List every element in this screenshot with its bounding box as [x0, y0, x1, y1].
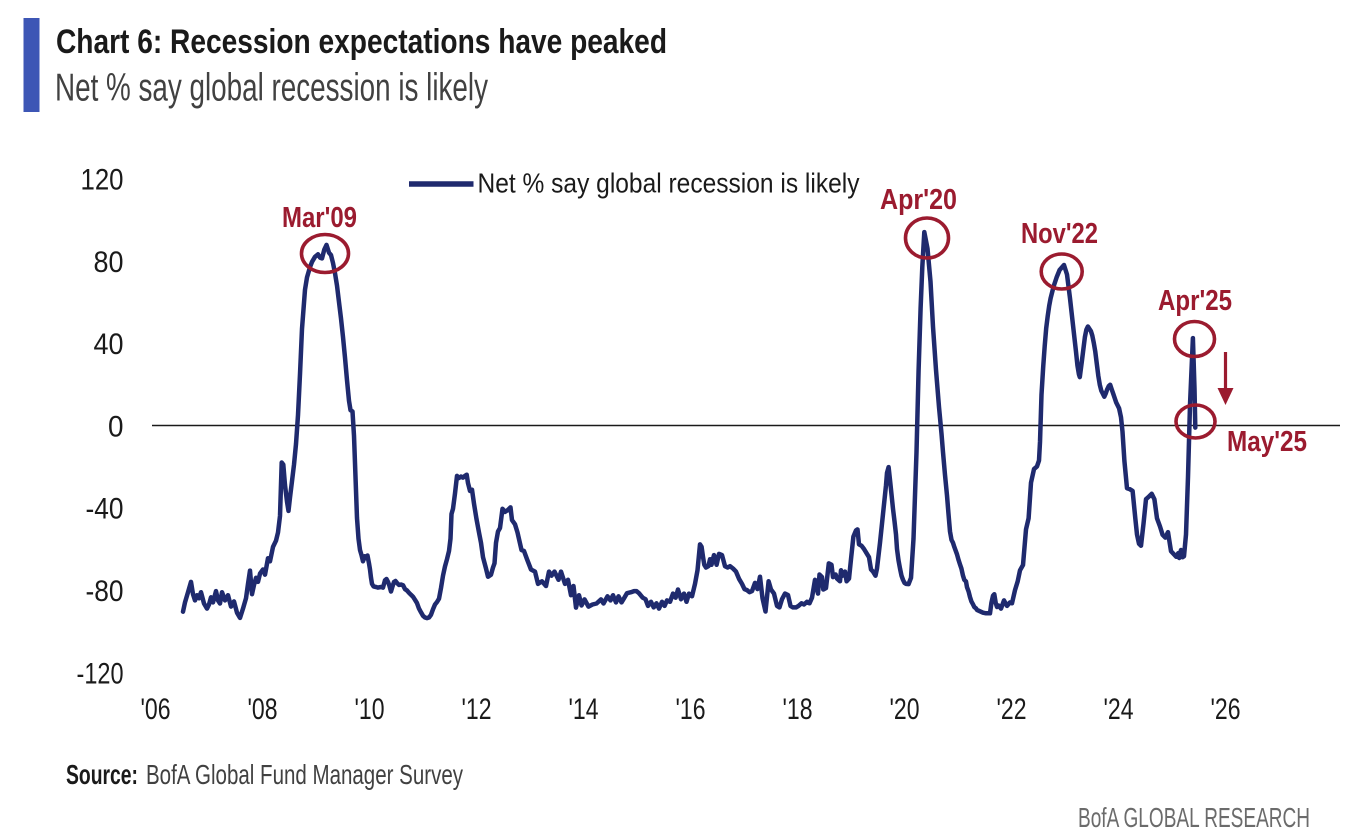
svg-text:-120: -120 [77, 657, 124, 690]
svg-text:Net % say global recession is: Net % say global recession is likely [478, 168, 860, 199]
svg-text:Apr'20: Apr'20 [880, 184, 957, 216]
svg-text:-40: -40 [86, 493, 124, 526]
svg-text:Chart 6: Recession expectation: Chart 6: Recession expectations have pea… [56, 23, 667, 61]
svg-text:'06: '06 [141, 693, 171, 726]
svg-text:'24: '24 [1104, 693, 1134, 726]
svg-text:80: 80 [94, 246, 124, 279]
svg-text:'14: '14 [569, 693, 599, 726]
svg-text:Apr'25: Apr'25 [1158, 285, 1232, 317]
svg-text:Nov'22: Nov'22 [1021, 218, 1098, 250]
svg-text:Mar'09: Mar'09 [282, 202, 357, 234]
svg-text:Net % say global recession is: Net % say global recession is likely [55, 67, 488, 110]
svg-text:'10: '10 [355, 693, 385, 726]
svg-text:'20: '20 [890, 693, 920, 726]
svg-text:'08: '08 [248, 693, 278, 726]
svg-text:-80: -80 [86, 575, 124, 608]
svg-text:120: 120 [81, 164, 124, 197]
svg-text:40: 40 [94, 328, 124, 361]
svg-text:'16: '16 [676, 693, 706, 726]
svg-text:0: 0 [108, 410, 124, 443]
svg-text:BofA GLOBAL RESEARCH: BofA GLOBAL RESEARCH [1078, 802, 1310, 833]
svg-text:May'25: May'25 [1227, 426, 1307, 458]
svg-text:'22: '22 [997, 693, 1027, 726]
svg-text:'18: '18 [783, 693, 813, 726]
svg-text:Source:: Source: [66, 759, 138, 790]
svg-text:'26: '26 [1211, 693, 1241, 726]
svg-text:'12: '12 [462, 693, 492, 726]
svg-text:BofA Global Fund Manager Surve: BofA Global Fund Manager Survey [146, 759, 463, 790]
